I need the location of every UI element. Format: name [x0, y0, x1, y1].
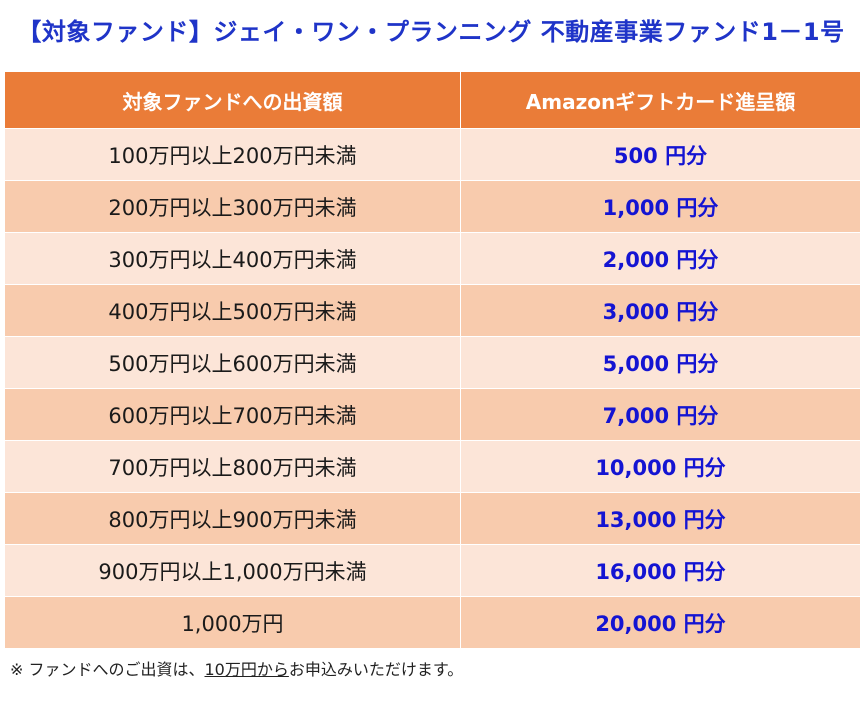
page-title: 【対象ファンド】ジェイ・ワン・プランニング 不動産事業ファンド1－1号 — [17, 18, 845, 46]
investment-amount-cell: 800万円以上900万円未満 — [4, 492, 461, 545]
gift-amount-cell: 500 円分 — [460, 128, 861, 181]
footnote-prefix: ※ ファンドへのご出資は、 — [10, 660, 205, 679]
gift-amount-cell: 20,000 円分 — [460, 596, 861, 649]
gift-amount-cell: 13,000 円分 — [460, 492, 861, 545]
reward-table: 対象ファンドへの出資額 Amazonギフトカード進呈額 100万円以上200万円… — [4, 71, 861, 649]
footnote-minimum-amount: 10万円から — [204, 660, 289, 679]
investment-amount-cell: 400万円以上500万円未満 — [4, 284, 461, 337]
header-investment-amount: 対象ファンドへの出資額 — [4, 71, 461, 129]
table-row: 500万円以上600万円未満 5,000 円分 — [4, 336, 861, 389]
gift-amount-cell: 2,000 円分 — [460, 232, 861, 285]
table-row: 600万円以上700万円未満 7,000 円分 — [4, 388, 861, 441]
footnote: ※ ファンドへのご出資は、10万円からお申込みいただけます。 — [10, 658, 463, 682]
gift-amount-cell: 3,000 円分 — [460, 284, 861, 337]
investment-amount-cell: 300万円以上400万円未満 — [4, 232, 461, 285]
investment-amount-cell: 200万円以上300万円未満 — [4, 180, 461, 233]
investment-amount-cell: 700万円以上800万円未満 — [4, 440, 461, 493]
investment-amount-cell: 900万円以上1,000万円未満 — [4, 544, 461, 597]
table-header-row: 対象ファンドへの出資額 Amazonギフトカード進呈額 — [4, 71, 861, 129]
table-row: 900万円以上1,000万円未満 16,000 円分 — [4, 544, 861, 597]
gift-amount-cell: 1,000 円分 — [460, 180, 861, 233]
table-row: 400万円以上500万円未満 3,000 円分 — [4, 284, 861, 337]
investment-amount-cell: 1,000万円 — [4, 596, 461, 649]
table-row: 700万円以上800万円未満 10,000 円分 — [4, 440, 861, 493]
table-row: 1,000万円 20,000 円分 — [4, 596, 861, 649]
investment-amount-cell: 100万円以上200万円未満 — [4, 128, 461, 181]
gift-amount-cell: 10,000 円分 — [460, 440, 861, 493]
investment-amount-cell: 500万円以上600万円未満 — [4, 336, 461, 389]
table-row: 800万円以上900万円未満 13,000 円分 — [4, 492, 861, 545]
gift-amount-cell: 16,000 円分 — [460, 544, 861, 597]
table-row: 200万円以上300万円未満 1,000 円分 — [4, 180, 861, 233]
table-row: 300万円以上400万円未満 2,000 円分 — [4, 232, 861, 285]
table-row: 100万円以上200万円未満 500 円分 — [4, 128, 861, 181]
header-gift-amount: Amazonギフトカード進呈額 — [460, 71, 861, 129]
investment-amount-cell: 600万円以上700万円未満 — [4, 388, 461, 441]
gift-amount-cell: 5,000 円分 — [460, 336, 861, 389]
gift-amount-cell: 7,000 円分 — [460, 388, 861, 441]
footnote-suffix: お申込みいただけます。 — [288, 660, 464, 679]
